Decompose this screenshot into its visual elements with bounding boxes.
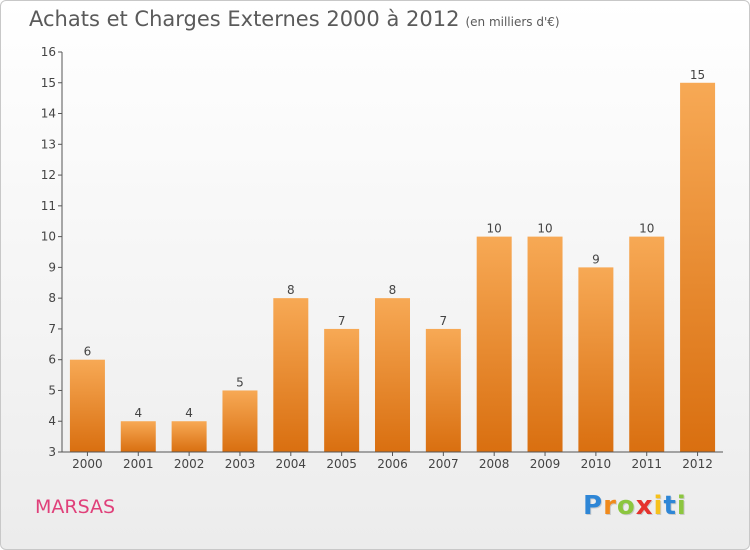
y-tick-label: 10 bbox=[41, 230, 56, 244]
bar bbox=[324, 328, 360, 452]
bar bbox=[476, 236, 512, 452]
y-tick-label: 6 bbox=[48, 353, 56, 367]
data-label: 8 bbox=[287, 283, 295, 297]
chart-unit: (en milliers d'€) bbox=[465, 15, 560, 29]
data-label: 7 bbox=[440, 314, 448, 328]
bar bbox=[578, 267, 614, 452]
y-tick-label: 5 bbox=[48, 383, 56, 397]
logo-letter: i bbox=[676, 491, 687, 521]
y-tick-label: 13 bbox=[41, 137, 56, 151]
x-tick-label: 2005 bbox=[326, 457, 357, 471]
x-tick-label: 2008 bbox=[479, 457, 510, 471]
bar bbox=[222, 390, 258, 452]
logo-letter: P bbox=[583, 491, 604, 521]
x-tick-label: 2010 bbox=[581, 457, 612, 471]
y-tick-label: 14 bbox=[41, 107, 56, 121]
x-tick-label: 2004 bbox=[276, 457, 307, 471]
bar bbox=[273, 298, 309, 452]
y-tick-label: 8 bbox=[48, 291, 56, 305]
x-tick-label: 2001 bbox=[123, 457, 154, 471]
y-tick-label: 3 bbox=[48, 445, 56, 459]
x-tick-label: 2007 bbox=[428, 457, 459, 471]
data-label: 4 bbox=[134, 406, 142, 420]
bar bbox=[171, 421, 207, 452]
x-tick-label: 2012 bbox=[682, 457, 713, 471]
proxiti-logo: Proxiti bbox=[583, 491, 687, 521]
data-label: 10 bbox=[537, 222, 552, 236]
bar bbox=[69, 359, 105, 452]
data-label: 9 bbox=[592, 252, 600, 266]
y-tick-label: 15 bbox=[41, 76, 56, 90]
data-label: 15 bbox=[690, 68, 705, 82]
logo-letter: i bbox=[653, 491, 664, 521]
bar bbox=[680, 82, 716, 453]
data-label: 10 bbox=[487, 222, 502, 236]
data-label: 5 bbox=[236, 375, 244, 389]
x-tick-label: 2009 bbox=[530, 457, 561, 471]
bar bbox=[120, 421, 156, 452]
y-tick-label: 11 bbox=[41, 199, 56, 213]
logo-letter: r bbox=[603, 491, 617, 521]
town-name: MARSAS bbox=[35, 496, 116, 518]
x-tick-label: 2000 bbox=[72, 457, 103, 471]
data-label: 10 bbox=[639, 222, 654, 236]
y-tick-label: 16 bbox=[41, 45, 56, 59]
bar bbox=[375, 298, 410, 452]
data-label: 7 bbox=[338, 314, 346, 328]
y-tick-label: 7 bbox=[48, 322, 56, 336]
data-label: 4 bbox=[185, 406, 193, 420]
x-tick-label: 2003 bbox=[225, 457, 256, 471]
bar bbox=[629, 236, 665, 452]
data-label: 8 bbox=[389, 283, 397, 297]
bar bbox=[527, 236, 563, 452]
logo-letter: x bbox=[635, 491, 654, 521]
y-tick-label: 9 bbox=[48, 260, 56, 274]
y-tick-label: 12 bbox=[41, 168, 56, 182]
logo-letter: t bbox=[663, 491, 677, 521]
chart-title: Achats et Charges Externes 2000 à 2012 (e… bbox=[29, 7, 560, 31]
x-tick-label: 2006 bbox=[377, 457, 408, 471]
logo-letter: o bbox=[616, 491, 636, 521]
y-tick-label: 4 bbox=[48, 414, 56, 428]
data-label: 6 bbox=[84, 345, 92, 359]
bar bbox=[425, 328, 461, 452]
chart-title-text: Achats et Charges Externes 2000 à 2012 bbox=[29, 7, 460, 31]
x-tick-label: 2002 bbox=[174, 457, 205, 471]
x-tick-label: 2011 bbox=[631, 457, 662, 471]
